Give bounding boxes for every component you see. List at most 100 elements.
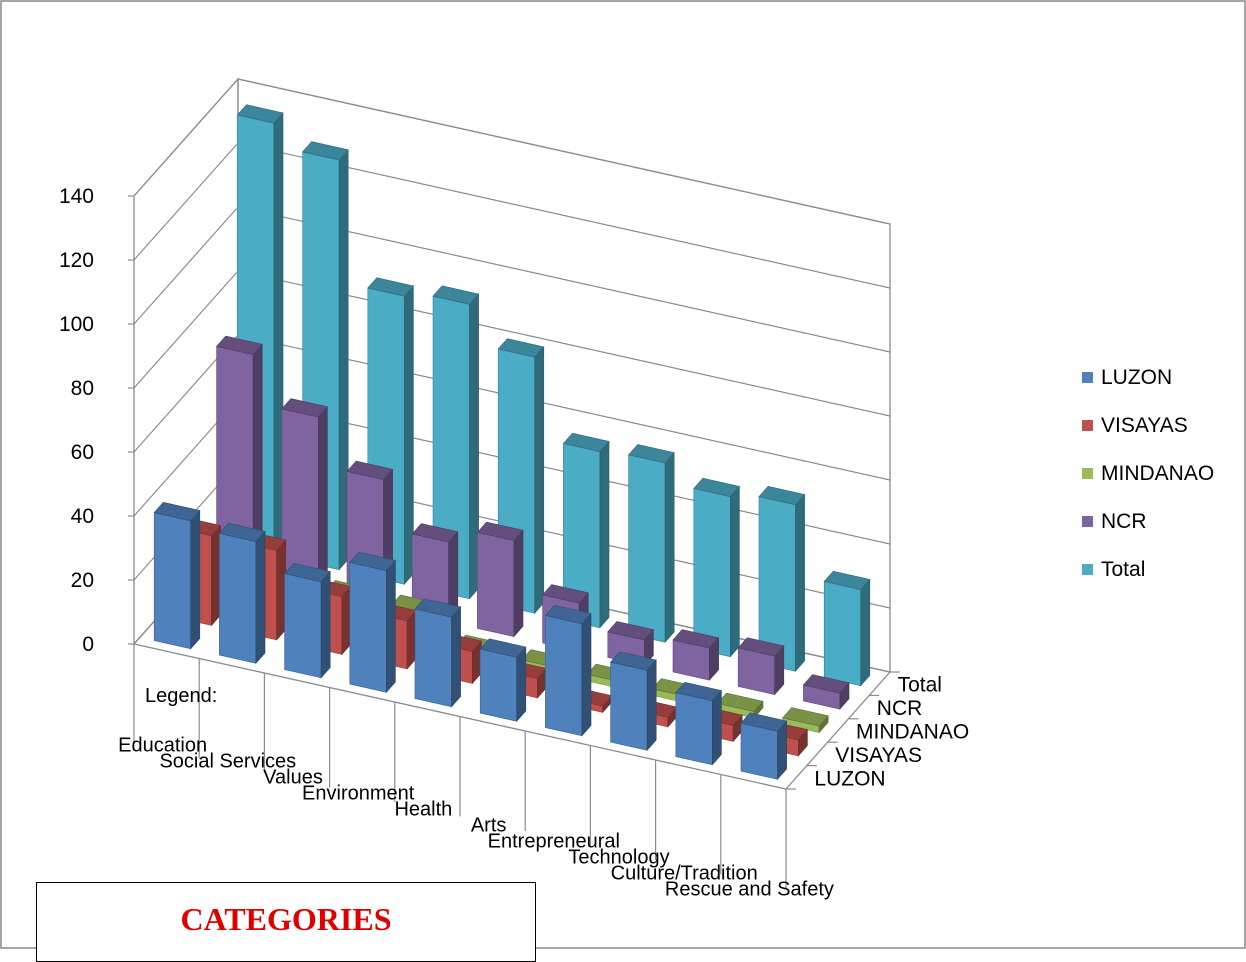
bar-front — [284, 573, 322, 679]
legend-entry: LUZON — [1101, 366, 1172, 389]
bar-top — [737, 637, 785, 657]
bar — [672, 629, 720, 681]
bar-side — [711, 689, 722, 766]
bar — [740, 712, 788, 781]
bar-side — [860, 578, 871, 687]
bar — [758, 485, 806, 672]
legend-swatch — [1082, 564, 1093, 575]
bar-top — [497, 338, 545, 358]
bar-front — [740, 722, 778, 780]
bar-top — [823, 570, 871, 591]
category-label: Environment — [302, 782, 415, 804]
bar-front — [477, 532, 515, 637]
category-label: Social Services — [159, 750, 296, 772]
bar — [432, 285, 480, 600]
bar-front — [479, 648, 518, 722]
bar-top — [414, 598, 462, 618]
bar-side — [320, 570, 331, 679]
legend-entry: VISAYAS — [1101, 414, 1188, 437]
bar — [281, 398, 328, 594]
bar-side — [599, 440, 610, 629]
bar-top — [675, 681, 722, 702]
bar-top — [672, 629, 720, 649]
bar-front — [693, 488, 731, 658]
legend-swatch — [1082, 420, 1093, 431]
y-tick-label: 80 — [71, 377, 94, 400]
bar-top — [411, 523, 459, 543]
bar — [716, 692, 764, 719]
depth-label: VISAYAS — [835, 744, 922, 767]
category-label: Health — [394, 798, 452, 820]
bar-top — [740, 712, 788, 732]
bar-side — [729, 485, 740, 658]
bar — [479, 638, 527, 723]
bar-side — [646, 659, 657, 752]
categories-caption-box: CATEGORIES — [36, 882, 536, 962]
bar-side — [581, 612, 592, 737]
bar-top — [346, 460, 394, 480]
bar-top — [562, 432, 610, 453]
bar-top — [479, 638, 527, 658]
bar-top — [236, 104, 284, 124]
bar-top — [544, 604, 592, 625]
bar-front — [628, 454, 666, 643]
bar — [628, 444, 675, 643]
bar-front — [675, 692, 713, 766]
bar — [737, 637, 785, 696]
y-tick-label: 120 — [59, 249, 94, 272]
y-tick-label: 0 — [82, 633, 94, 656]
bar-top — [367, 277, 414, 297]
bar — [562, 432, 610, 629]
bar-side — [451, 606, 461, 708]
legend-swatch — [1082, 372, 1093, 383]
bar-side — [385, 559, 396, 694]
depth-label: MINDANAO — [856, 721, 969, 744]
category-label: Arts — [471, 814, 507, 836]
depth-label: NCR — [877, 697, 923, 720]
bar-side — [664, 451, 675, 643]
bar — [349, 551, 396, 694]
bar-front — [414, 608, 452, 708]
bar-top — [216, 335, 263, 355]
bar-top — [693, 477, 740, 498]
bar-side — [795, 493, 805, 672]
bar-top — [476, 521, 524, 541]
bar-side — [190, 509, 201, 650]
bar — [284, 562, 331, 679]
legend-entry: MINDANAO — [1101, 462, 1214, 485]
bar — [216, 335, 263, 580]
bar — [823, 570, 871, 687]
bar-front — [219, 533, 257, 664]
bar — [476, 521, 524, 638]
bar-front — [153, 512, 191, 650]
bar-top — [542, 584, 589, 604]
y-axis-ticks: 0 20 40 60 80 100 120 140 — [59, 185, 134, 656]
bar-top — [218, 522, 266, 543]
depth-label: LUZON — [814, 767, 885, 790]
category-label: Technology — [568, 846, 669, 868]
bar — [675, 681, 722, 766]
legend: LUZON VISAYAS MINDANAO NCR Total — [1082, 366, 1214, 581]
category-label: Entrepreneural — [488, 830, 620, 852]
bar-top — [302, 141, 349, 161]
bar-top — [607, 621, 654, 641]
y-tick-label: 140 — [59, 185, 94, 208]
category-label: Culture/Tradition — [611, 862, 758, 884]
bar-top — [628, 444, 675, 464]
bar-top — [281, 398, 328, 418]
bar — [497, 338, 545, 614]
categories-title: CATEGORIES — [180, 901, 392, 937]
bar-top — [432, 285, 480, 305]
bar — [693, 477, 740, 658]
bar-top — [782, 707, 829, 727]
category-label: Education — [118, 734, 207, 756]
bar — [802, 674, 850, 710]
bar-top — [349, 551, 396, 572]
legend-entry: NCR — [1101, 510, 1147, 533]
legend-swatch — [1082, 468, 1093, 479]
legend-annotation: Legend: — [145, 685, 217, 707]
